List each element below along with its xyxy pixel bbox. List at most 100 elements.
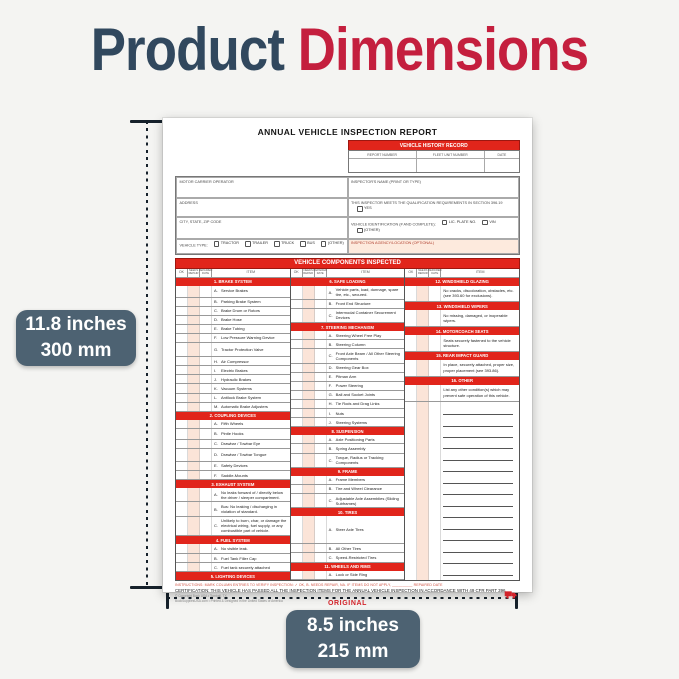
inspection-item-row: B. Steering Column [290,340,405,350]
item-text: Antilock Brake System [221,395,262,401]
section-header: 15. REAR IMPACT GUARD [405,351,520,360]
history-empty-cell [485,159,519,172]
inspection-item-row: B. Pintle Hooks [176,429,290,440]
inspection-item-row: L. Antilock Brake System [176,394,290,403]
footer-certification: CERTIFICATION: THIS VEHICLE HAS PASSED A… [175,588,507,593]
checkbox-icon [357,227,363,234]
item-letter: B. [328,545,333,551]
inspection-item-row: A. Vehicle parts, load, dunnage, spare ti… [290,286,405,300]
item-text: Pitman Arm [335,374,357,380]
height-dimension-badge: 11.8 inches 300 mm [16,310,136,366]
inspection-item-row: B. All Other Tires [290,544,405,554]
item-text: Axle Positioning Parts [335,436,375,442]
section-header: 16. OTHER [405,376,520,385]
item-text: Brake Hose [221,317,242,323]
blank-line [443,461,514,473]
column-header: ITEM [212,269,290,278]
vehicle-history-banner: VEHICLE HISTORY RECORD [347,140,520,150]
blank-line [443,427,514,438]
section-header: 13. WINDSHIELD WIPERS [405,302,520,311]
item-letter: A. [328,477,333,483]
inspection-item-row: A. No visible leak. [176,544,290,555]
inspection-item-row: C. Speed-Restricted Tires [290,553,405,563]
inspection-item-row: A. Service Brakes [176,286,290,298]
inspection-item-row: J. Hydraulic Brakes [176,375,290,385]
item-text: Speed-Restricted Tires [335,554,377,560]
blank-line [443,495,514,507]
item-text: Brake Drum or Rotors [221,308,260,314]
inspection-item-row: C. Fuel tank securely attached [176,563,290,573]
inspection-item-row: A. Lock or Side Ring [290,571,405,580]
brand-truck-logo-icon [504,587,518,605]
height-mm-label: 300 mm [40,340,112,361]
page-title: Product Dimensions [41,16,639,83]
info-field: INSPECTOR'S NAME (PRINT OR TYPE) [347,177,519,198]
section-header: 6. SAFE LOADING [290,277,405,286]
item-letter: B. [214,431,218,437]
inspection-item-row: J. Steering Systems [290,418,405,428]
item-letter: L. [214,395,218,401]
column-header: NEEDS REPAIR [188,268,200,278]
item-text: Fifth Wheels [221,421,244,427]
blank-line [443,530,514,542]
column-header: NEEDS REPAIR [302,268,315,278]
height-measure-bottom-cap [130,586,164,589]
inspection-section: 1. BRAKE SYSTEM A. Service Brakes B. Parking… [176,277,290,412]
item-text: Ball and Socket Joints [335,392,376,398]
item-letter: H. [328,401,333,407]
inspection-item-row: C. Front Axle Beam / All Other Steering C… [290,349,405,364]
inspection-section: 5. LIGHTING DEVICESAll required lights /… [176,572,290,580]
checkbox-option: VIN [482,220,496,226]
item-letter: C. [328,554,333,560]
item-letter: M. [214,404,219,410]
item-letter: A. [214,288,218,294]
field-label: CITY, STATE, ZIP CODE [179,219,222,224]
item-letter: E. [214,463,218,469]
item-text: Steering Wheel Free Play [335,332,382,338]
title-word-dimensions: Dimensions [297,16,589,83]
item-text: Drawbar / Towbar Tongue [221,452,267,458]
checkbox-option: TRUCK [274,241,294,247]
section-header: 11. WHEELS AND RIMS [290,562,405,571]
inspection-column: 1. BRAKE SYSTEM A. Service Brakes B. Parking… [176,277,291,580]
item-letter: B. [328,341,333,347]
item-letter: J. [214,376,218,382]
inspection-item-row: E. Brake Tubing [176,325,290,334]
blank-line [443,564,514,576]
inspection-item-row: D. Steering Gear Box [290,364,405,373]
checkbox-icon [245,241,251,247]
height-measure-dotted-line [146,121,148,588]
field-label: INSPECTOR'S NAME (PRINT OR TYPE) [351,179,421,184]
info-field: VEHICLE TYPE: TRACTOR TRAILER TRUCK BUS (OTHE… [176,238,348,254]
width-measure-dotted-line [167,597,517,599]
blank-line [443,404,514,416]
inspection-item-row: B. Spring Assembly [290,444,405,454]
inspection-section: 15. REAR IMPACT GUARD In place, securely … [405,351,520,377]
item-letter: F. [214,335,218,341]
checkbox-option: LIC. PLATE NO. [441,219,476,226]
inspection-section: 12. WINDSHIELD GLAZING No cracks, discolo… [405,277,520,303]
item-text: Front End Structure [335,301,371,307]
section-note: Seats securely fastened to the vehicle s… [405,335,520,352]
item-text: Low Pressure Warning Device [221,335,275,341]
inspection-item-row: A. Fifth Wheels [176,420,290,429]
inspection-section: 3. EXHAUST SYSTEM A. No leaks forward of /… [176,480,290,536]
section-header: 1. BRAKE SYSTEM [176,277,290,286]
copyright-line-1: © Copyright Buck USA • Tomball, TX [175,594,227,598]
item-letter: D. [214,317,218,323]
blank-line [443,507,514,519]
inspection-item-row: F. Saddle-Mounts [176,471,290,481]
item-text: Saddle-Mounts [221,472,248,478]
checkbox-icon [320,241,327,247]
item-letter: D. [328,365,333,371]
field-label: VEHICLE IDENTIFICATION (# AND COMPLETE): [351,222,436,227]
item-text: Steering Column [335,341,366,347]
checkbox-icon [441,219,448,226]
section-header: 3. EXHAUST SYSTEM [176,480,290,489]
column-header-group: OK NEEDS REPAIR REPAIRED DATE ITEM [405,268,520,278]
components-table: 1. BRAKE SYSTEM A. Service Brakes B. Parking… [175,277,520,581]
checkbox-icon [357,206,363,212]
item-letter: C. [214,523,218,529]
